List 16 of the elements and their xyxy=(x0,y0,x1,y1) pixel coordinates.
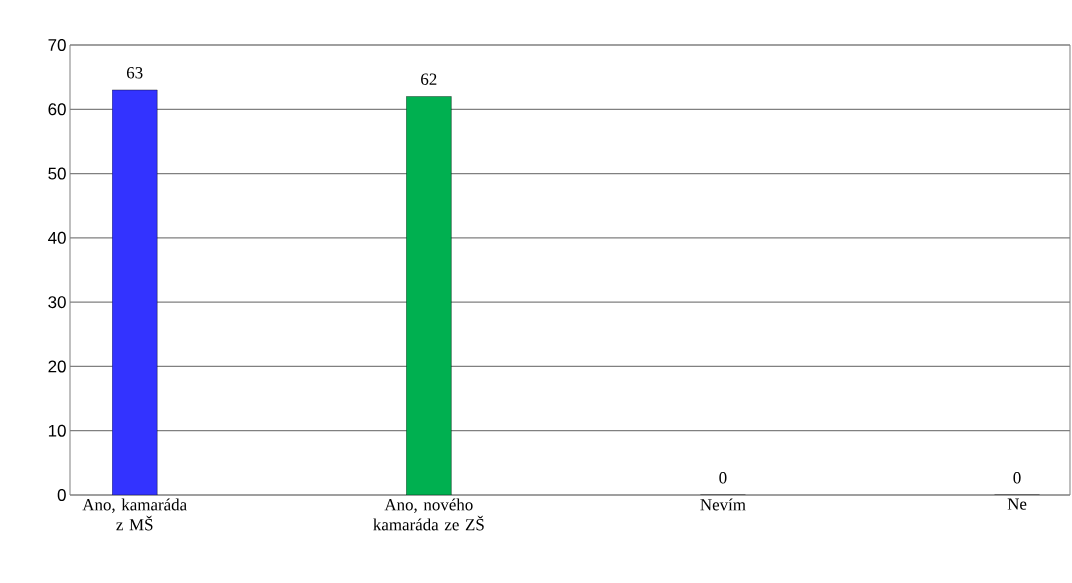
y-tick-label: 60 xyxy=(48,103,66,116)
y-tick-label: 70 xyxy=(48,39,66,51)
y-tick-label: 50 xyxy=(48,167,66,180)
y-tick-label: 10 xyxy=(48,424,66,437)
data-label: 62 xyxy=(421,73,437,85)
x-tick-label: Ano, nového kamaráda ze ZŠ xyxy=(373,498,484,531)
data-label: 63 xyxy=(126,67,143,79)
x-tick-label: Ne xyxy=(1007,498,1027,510)
y-tick-label: 30 xyxy=(48,296,66,309)
y-tick-label: 20 xyxy=(48,360,66,373)
data-label: 0 xyxy=(1013,472,1021,484)
data-label: 0 xyxy=(719,472,727,484)
y-tick-label: 0 xyxy=(57,489,66,501)
y-tick-label: 40 xyxy=(48,231,66,244)
x-tick-label: Nevím xyxy=(700,498,746,511)
x-tick-label: Ano, kamaráda z MŠ xyxy=(82,498,187,531)
